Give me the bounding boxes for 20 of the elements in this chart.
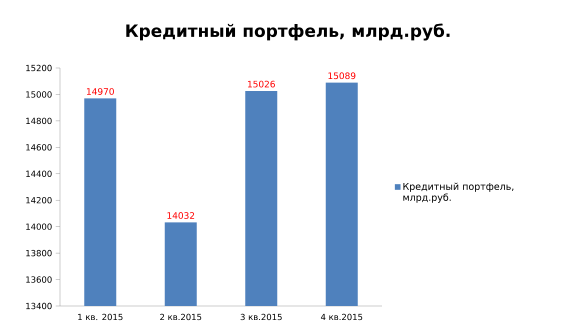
data-label: 15026	[248, 80, 275, 88]
y-tick-label: 15200	[26, 64, 52, 72]
y-tick-label: 14000	[26, 223, 52, 230]
y-tick-label: 14400	[26, 170, 52, 177]
y-tick-label: 13800	[26, 250, 52, 256]
y-tick-label: 13600	[26, 276, 52, 283]
data-label: 15089	[328, 72, 356, 80]
x-tick-label: 3 кв.2015	[240, 314, 282, 320]
y-tick-label: 13400	[26, 302, 52, 310]
chart-title: Кредитный портфель, млрд.руб.	[126, 23, 450, 41]
data-label: 14032	[167, 212, 194, 219]
y-tick-label: 14600	[26, 144, 52, 151]
x-tick-label: 1 кв. 2015	[78, 314, 122, 320]
data-label: 14970	[86, 88, 114, 95]
legend-label: Кредитный портфель, млрд.руб.	[403, 182, 514, 203]
y-tick-label: 14200	[26, 197, 52, 204]
y-tick-label: 15000	[26, 91, 52, 98]
x-tick-label: 4 кв.2015	[320, 314, 362, 320]
x-tick-label: 2 кв.2015	[160, 314, 202, 320]
y-tick-label: 14800	[26, 118, 52, 124]
